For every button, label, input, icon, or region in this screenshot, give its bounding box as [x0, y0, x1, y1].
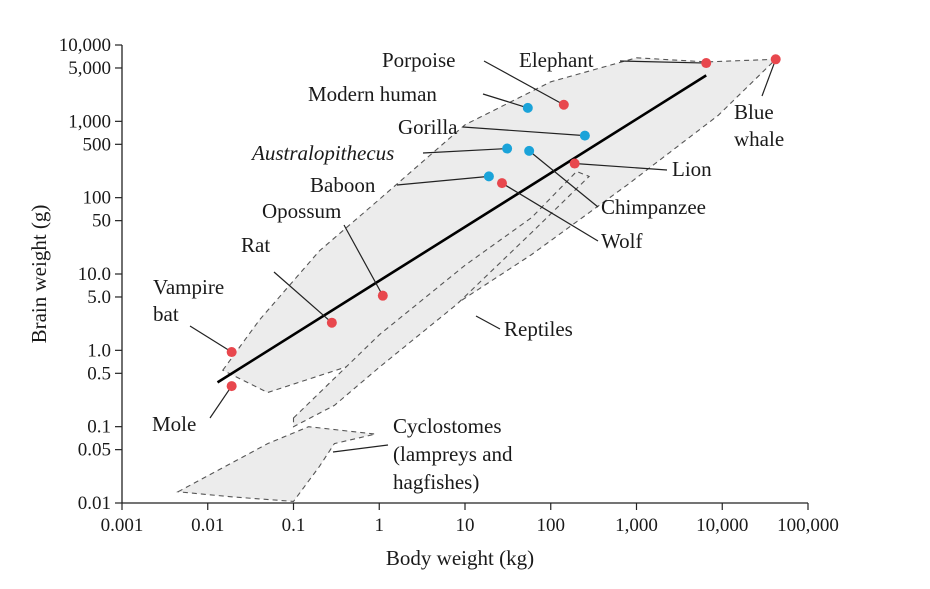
y-tick-label: 0.1: [87, 417, 111, 438]
y-tick-label: 1.0: [87, 340, 111, 361]
modern-human-label: Modern human: [308, 82, 437, 106]
rat-leader-line: [273, 271, 333, 324]
cyclostomes-label: Cyclostomes: [393, 414, 502, 438]
mammal-trend-line: [216, 74, 707, 384]
modern-human-leader-line: [482, 93, 528, 109]
blue-whale-leader-line: [761, 59, 777, 97]
reptiles-label: Reptiles: [504, 317, 573, 341]
y-tick-label: 10.0: [78, 264, 111, 285]
opossum-label: Opossum: [262, 199, 341, 223]
x-tick-label: 1,000: [615, 515, 658, 536]
chimpanzee-leader-line: [528, 150, 599, 208]
chimpanzee-label: Chimpanzee: [601, 195, 706, 219]
gorilla-leader-line: [462, 126, 585, 137]
x-tick-label: 0.01: [191, 515, 224, 536]
vampire-bat-point: [226, 347, 237, 358]
cyclostomes-label: hagfishes): [393, 470, 479, 494]
mole-point: [226, 381, 237, 392]
baboon-label: Baboon: [310, 173, 376, 197]
wolf-leader-line: [501, 182, 599, 242]
porpoise-point: [558, 99, 569, 110]
x-axis-title: Body weight (kg): [386, 546, 534, 570]
y-axis-title: Brain weight (g): [27, 205, 51, 344]
x-tick-label: 10,000: [696, 515, 748, 536]
reptiles-leader-line: [475, 315, 501, 330]
regions-layer: [176, 57, 778, 502]
blue-whale-label: Blue: [734, 100, 774, 124]
ticks-layer: 0.001 0.01 0.1 1 10 100 1,000 10,000 100,0000.01…: [59, 35, 839, 536]
trend-layer: [216, 74, 707, 384]
leader-lines-layer: [189, 59, 777, 453]
baboon-leader-line: [396, 175, 489, 186]
modern-human-point: [522, 102, 533, 113]
y-tick-label: 10,000: [59, 35, 111, 56]
australopithecus-leader-line: [422, 147, 508, 154]
vampire-bat-label: bat: [153, 302, 179, 326]
lion-point: [569, 158, 580, 169]
rat-point: [326, 317, 337, 328]
vampire-bat-leader-line: [189, 325, 232, 353]
lion-leader-line: [574, 162, 668, 171]
mammals-region: [221, 57, 778, 394]
elephant-label: Elephant: [519, 48, 594, 72]
y-tick-label: 0.01: [78, 493, 111, 514]
wolf-point: [496, 178, 507, 189]
gorilla-label: Gorilla: [398, 115, 458, 139]
baboon-point: [483, 171, 494, 182]
rat-label: Rat: [241, 233, 270, 257]
gorilla-point: [579, 130, 590, 141]
x-tick-label: 0.1: [282, 515, 306, 536]
y-tick-label: 0.05: [78, 440, 111, 461]
x-tick-label: 0.001: [101, 515, 144, 536]
y-tick-label: 5,000: [68, 58, 111, 79]
australopithecus-point: [502, 143, 513, 154]
wolf-label: Wolf: [601, 229, 642, 253]
reptiles-region: [292, 170, 591, 428]
elephant-point: [701, 58, 712, 69]
x-tick-label: 1: [375, 515, 385, 536]
vampire-bat-label: Vampire: [153, 275, 224, 299]
points-layer: [226, 54, 781, 392]
cyclostomes-region: [176, 426, 376, 502]
australopithecus-label: Australopithecus: [250, 141, 394, 165]
porpoise-label: Porpoise: [382, 48, 456, 72]
lion-label: Lion: [672, 157, 712, 181]
y-tick-label: 1,000: [68, 111, 111, 132]
cyclostomes-leader-line: [332, 444, 389, 453]
blue-whale-label: whale: [734, 127, 784, 151]
mole-leader-line: [209, 385, 233, 419]
x-tick-label: 10: [456, 515, 475, 536]
opossum-point: [377, 290, 388, 301]
cyclostomes-label: (lampreys and: [393, 442, 513, 466]
y-tick-label: 0.5: [87, 363, 111, 384]
y-tick-label: 100: [83, 188, 112, 209]
opossum-leader-line: [343, 224, 384, 296]
elephant-leader-line: [619, 60, 707, 64]
y-tick-label: 5.0: [87, 287, 111, 308]
x-tick-label: 100,000: [777, 515, 839, 536]
chimpanzee-point: [524, 145, 535, 156]
x-tick-label: 100: [537, 515, 566, 536]
mole-label: Mole: [152, 412, 196, 436]
y-tick-label: 50: [92, 211, 111, 232]
blue-whale-point: [770, 54, 781, 65]
porpoise-leader-line: [483, 60, 565, 106]
y-tick-label: 500: [83, 134, 112, 155]
